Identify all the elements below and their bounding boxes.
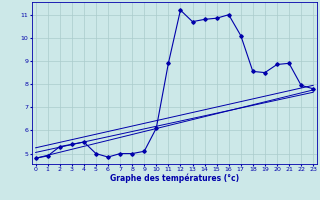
X-axis label: Graphe des températures (°c): Graphe des températures (°c) bbox=[110, 174, 239, 183]
